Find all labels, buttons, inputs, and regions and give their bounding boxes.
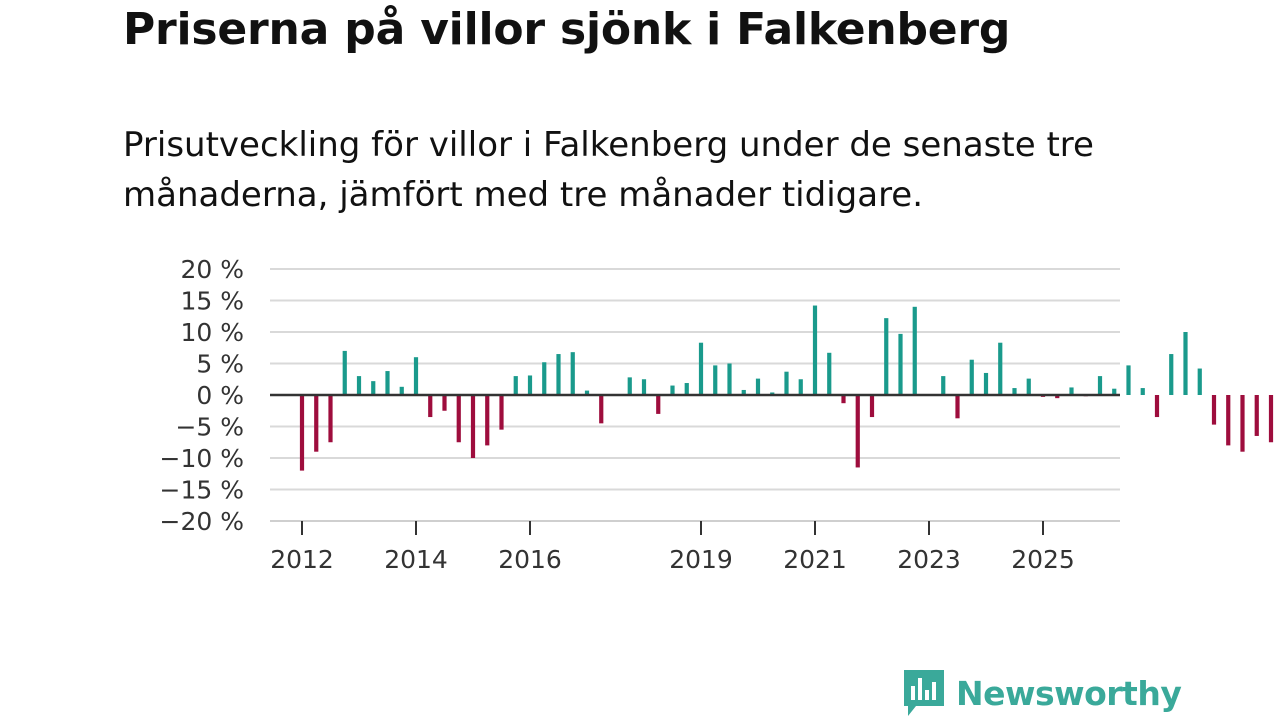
y-tick-label: 0 % [196, 381, 244, 410]
bar [499, 395, 504, 430]
bar [428, 395, 433, 418]
bar [784, 371, 789, 395]
bar [698, 342, 704, 395]
bar [755, 378, 761, 395]
y-tick-label: −10 % [160, 444, 244, 473]
bar [1226, 395, 1231, 446]
bar [955, 395, 960, 419]
bar [727, 363, 732, 395]
x-tick-label: 2012 [270, 545, 334, 574]
bar [670, 385, 675, 395]
bar [1097, 376, 1103, 395]
y-tick-label: −5 % [175, 413, 244, 442]
bar [884, 318, 889, 395]
bar [413, 357, 419, 395]
bar [1211, 395, 1217, 425]
bar [371, 381, 376, 395]
bar [841, 395, 846, 404]
bar [998, 342, 1003, 395]
bar [299, 395, 305, 471]
y-tick-label: 20 % [180, 255, 244, 284]
bar [385, 371, 390, 395]
bar [1026, 378, 1031, 395]
bar [684, 383, 689, 395]
bar [356, 376, 362, 395]
bar [898, 333, 903, 395]
bar [314, 395, 319, 452]
bar [912, 306, 917, 395]
x-tick-label: 2021 [783, 545, 847, 574]
bar [827, 352, 832, 395]
newsworthy-logo: Newsworthy [902, 668, 1182, 718]
bar [1268, 395, 1274, 443]
bar [1012, 388, 1017, 395]
bar [570, 352, 575, 395]
axes [270, 393, 1120, 535]
bar [941, 376, 946, 395]
chart-subtitle: Prisutveckling för villor i Falkenberg u… [123, 125, 1094, 215]
bar [456, 395, 461, 443]
bar [1240, 395, 1245, 452]
bar [983, 372, 989, 395]
bar [812, 305, 818, 395]
newsworthy-logo-icon [904, 670, 944, 716]
bar [513, 376, 518, 395]
x-tick-label: 2014 [384, 545, 448, 574]
bar [1254, 395, 1259, 436]
bar [1055, 395, 1060, 399]
bar [1126, 365, 1131, 395]
bar [1169, 354, 1174, 395]
x-tick-label: 2023 [897, 545, 961, 574]
bar-series [299, 305, 1274, 471]
x-tick-label: 2019 [669, 545, 733, 574]
bar [770, 392, 775, 395]
y-tick-label: 10 % [180, 318, 244, 347]
newsworthy-logo-text: Newsworthy [956, 673, 1182, 713]
bar [527, 375, 533, 395]
bar [627, 377, 632, 395]
bar [342, 350, 347, 395]
bar [855, 395, 860, 468]
chart-title: Priserna på villor sjönk i Falkenberg [123, 4, 1011, 55]
bar [713, 365, 718, 395]
y-tick-label: 5 % [196, 350, 244, 379]
bar [599, 395, 604, 424]
bar [584, 390, 590, 395]
labels: 20 % 15 %10 % 5 %0 % −5 %−10 % −15 %−20 % 201… [160, 255, 1075, 574]
bar [485, 395, 490, 446]
bar [798, 379, 803, 395]
y-tick-label: −20 % [160, 507, 244, 536]
bar [1069, 387, 1074, 395]
bar [1112, 388, 1117, 395]
bar [641, 379, 647, 395]
bar [1154, 395, 1160, 418]
bar [969, 359, 974, 395]
bar [1197, 368, 1202, 395]
bar [542, 362, 547, 395]
bar [470, 395, 476, 458]
y-tick-label: −15 % [160, 476, 244, 505]
bar [656, 395, 661, 414]
bar [1140, 388, 1145, 395]
x-tick-label: 2016 [498, 545, 562, 574]
bar [399, 386, 404, 395]
x-tick-label: 2025 [1011, 545, 1075, 574]
bar [869, 395, 875, 418]
bar [1183, 332, 1188, 395]
bar [556, 354, 561, 395]
bar [328, 395, 333, 443]
y-tick-label: 15 % [180, 287, 244, 316]
bar [442, 395, 447, 411]
bar [741, 389, 746, 395]
